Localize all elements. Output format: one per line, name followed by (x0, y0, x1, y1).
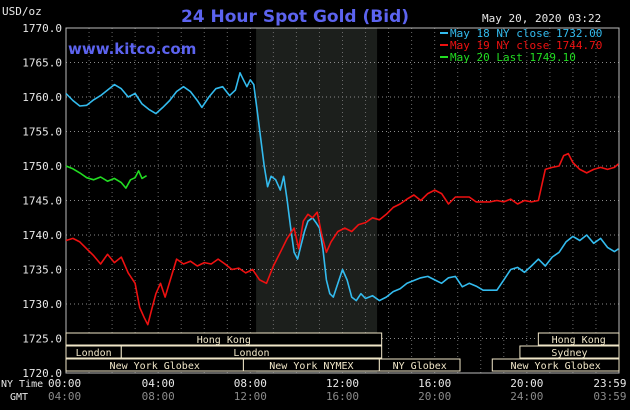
series-line-may-18 (65, 72, 619, 302)
x-label-gmt: GMT (10, 392, 28, 403)
session-label: Hong Kong (197, 335, 251, 346)
datetime-label: May 20, 2020 03:22 (482, 12, 601, 25)
session-label: New York Globex (510, 361, 600, 372)
session-bar (491, 358, 620, 372)
chart-title: 24 Hour Spot Gold (Bid) (181, 7, 409, 27)
x-tick-gmt: 04:00 (48, 390, 81, 403)
session-bar (537, 332, 620, 346)
x-tick-gmt: 08:00 (142, 390, 175, 403)
session-label: NY Globex (393, 361, 447, 372)
session-bar (519, 345, 620, 359)
legend-entry: May 20 Last 1749.10 (450, 51, 576, 64)
legend-entry: May 18 NY close 1732.00 (450, 27, 602, 40)
x-tick-ny: 00:00 (48, 377, 81, 390)
x-tick-gmt: 24:00 (510, 390, 543, 403)
session-bar (120, 345, 383, 359)
y-tick-label: 1750.0 (22, 160, 62, 173)
y-unit-label: USD/oz (2, 5, 42, 18)
session-label: New York NYMEX (269, 361, 353, 372)
x-tick-gmt: 16:00 (326, 390, 359, 403)
session-bar (65, 332, 383, 346)
y-tick-label: 1745.0 (22, 195, 62, 208)
y-tick-label: 1735.0 (22, 264, 62, 277)
session-label: New York Globex (110, 361, 200, 372)
session-label: London (76, 348, 112, 359)
x-tick-ny: 08:00 (234, 377, 267, 390)
website-label: www.kitco.com (68, 40, 196, 58)
session-bar (378, 358, 461, 372)
y-axis: 1770.0 1765.0 1760.0 1755.0 1750.0 1745.0 1740… (22, 22, 62, 380)
x-tick-ny: 12:00 (326, 377, 359, 390)
nymex-session-shade (256, 28, 378, 373)
y-tick-label: 1760.0 (22, 91, 62, 104)
session-label: London (233, 348, 269, 359)
x-tick-gmt: 03:59 (593, 390, 626, 403)
x-axis: 00:0004:0004:0008:0008:0012:0012:0016:00… (48, 377, 627, 403)
series-line-may-19 (65, 152, 620, 326)
session-label: Hong Kong (552, 335, 606, 346)
series-line-may-20 (65, 165, 148, 189)
x-tick-ny: 20:00 (510, 377, 543, 390)
session-label: Sydney (551, 348, 587, 359)
y-tick-label: 1730.0 (22, 298, 62, 311)
plot-border (65, 27, 620, 374)
y-tick-label: 1770.0 (22, 22, 62, 35)
x-tick-gmt: 20:00 (418, 390, 451, 403)
x-tick-ny: 16:00 (418, 377, 451, 390)
x-label-ny: NY Time (1, 379, 43, 390)
x-tick-ny: 23:59 (593, 377, 626, 390)
session-bars: Hong Kong Hong Kong London London Sydney New … (65, 332, 620, 372)
series-lines (65, 72, 620, 326)
legend-entry: May 19 NY close 1744.70 (450, 39, 602, 52)
y-tick-label: 1765.0 (22, 57, 62, 70)
x-tick-gmt: 12:00 (234, 390, 267, 403)
y-tick-label: 1725.0 (22, 333, 62, 346)
y-tick-label: 1740.0 (22, 229, 62, 242)
y-tick-label: 1720.0 (22, 367, 62, 380)
x-tick-ny: 04:00 (142, 377, 175, 390)
y-tick-label: 1755.0 (22, 126, 62, 139)
